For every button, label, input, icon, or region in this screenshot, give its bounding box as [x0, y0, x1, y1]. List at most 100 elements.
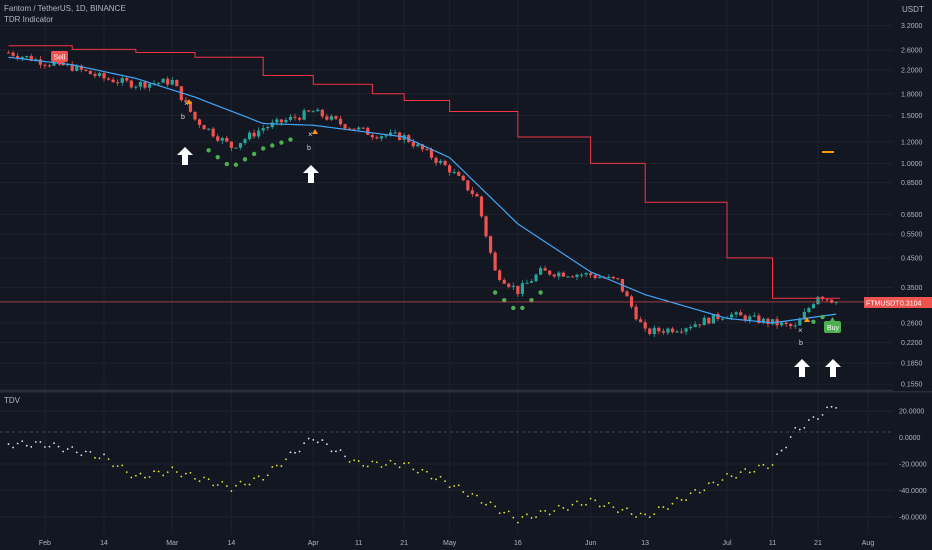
candle-body: [716, 314, 720, 320]
tdv-dot: [385, 464, 387, 466]
x-marker: ×: [798, 326, 803, 335]
signal-dot: [215, 154, 220, 160]
candle-body: [634, 306, 638, 320]
tdv-dot: [94, 456, 96, 459]
candle-body: [84, 69, 88, 71]
candle-body: [229, 141, 233, 148]
candle-body: [311, 111, 315, 113]
candle-body: [207, 128, 211, 130]
tdv-dot: [571, 503, 574, 506]
indicator-label[interactable]: TDR Indicator: [4, 15, 54, 24]
signal-dot: [233, 162, 239, 167]
candle-body: [429, 149, 434, 158]
candle-body: [702, 317, 706, 326]
tdv-dot: [66, 448, 69, 450]
moving-average-line: [8, 56, 837, 324]
price-tag-value: 0.3104: [900, 301, 922, 308]
tdv-dot: [516, 521, 519, 524]
tdv-dot: [767, 467, 769, 470]
candle-body: [197, 119, 202, 126]
symbol-title[interactable]: Fantom / TetherUS, 1D, BINANCE: [4, 4, 126, 13]
tdv-dot: [289, 451, 292, 454]
tdv-dot: [330, 450, 333, 453]
tdv-dot: [98, 457, 101, 460]
candle-body: [584, 273, 588, 275]
candle-body: [502, 279, 506, 284]
tdv-dot: [748, 471, 751, 474]
price-tag: [864, 297, 932, 308]
candle-body: [43, 64, 47, 66]
tdv-dot: [803, 426, 806, 429]
candle-body: [102, 73, 106, 79]
candle-body: [147, 83, 152, 88]
tdv-dot: [216, 484, 219, 486]
tdv-dot: [271, 466, 274, 468]
candle-body: [184, 100, 188, 102]
candle-body: [157, 82, 161, 84]
tdv-dot: [139, 472, 142, 475]
tdv-pane-label[interactable]: TDV: [4, 396, 20, 405]
candle-body: [452, 172, 456, 174]
y-axis-price[interactable]: [893, 0, 932, 391]
candle-body: [257, 130, 261, 137]
candle-body: [88, 70, 92, 75]
buy-badge[interactable]: [824, 321, 841, 333]
candle-body: [29, 56, 33, 61]
price-tick-label: 3.2000: [901, 23, 923, 30]
tdv-dot: [680, 499, 683, 501]
candle-body: [698, 324, 702, 326]
candle-body: [707, 317, 711, 324]
tdv-dot: [285, 458, 287, 461]
candle-body: [284, 119, 288, 123]
candle-body: [61, 60, 65, 66]
candle-body: [711, 314, 715, 324]
tdv-dot: [817, 418, 819, 420]
candle-body: [134, 86, 138, 88]
time-tick-label: 11: [769, 540, 776, 547]
signal-dot: [811, 319, 816, 325]
candle-body: [238, 143, 243, 148]
candle-body: [366, 127, 370, 135]
tdv-dot: [835, 406, 838, 409]
tdv-dot: [548, 513, 551, 516]
candle-body: [739, 312, 743, 316]
time-tick-label: Aug: [862, 540, 875, 547]
tdv-dot: [207, 478, 210, 481]
time-tick-label: 16: [514, 540, 522, 547]
time-axis-ticks: Feb 14 Mar 14 Apr 11 21 May 16 Jun 13 Jul 11 21 Aug: [39, 540, 874, 547]
tdv-dot: [53, 442, 55, 444]
time-tick-label: 21: [814, 540, 822, 547]
tdv-dot: [426, 470, 428, 473]
candle-body: [338, 118, 343, 125]
tdv-dot: [503, 511, 506, 514]
tdv-dot: [703, 489, 706, 492]
candle-body: [507, 283, 511, 287]
candle-body: [720, 318, 725, 320]
tdv-dot: [512, 516, 515, 519]
tdv-dot: [626, 507, 628, 510]
tdv-dot: [84, 450, 87, 453]
tdv-dot: [466, 495, 469, 498]
signal-dot: [251, 151, 257, 157]
candle-body: [661, 331, 665, 333]
tdv-dot: [594, 499, 597, 502]
tdv-dot: [171, 466, 174, 469]
orange-triangle-marker: [804, 317, 810, 322]
candle-body: [593, 275, 597, 278]
y-axis-tdv[interactable]: [893, 393, 932, 534]
sell-badge[interactable]: [51, 51, 68, 62]
tdv-dot: [712, 481, 715, 484]
tdv-dot: [175, 471, 178, 473]
candle-body: [534, 274, 538, 282]
candle-body: [361, 127, 365, 129]
price-tick-label: 0.1850: [901, 361, 923, 368]
tdv-dot: [235, 484, 237, 487]
candle-body: [170, 79, 174, 85]
x-axis[interactable]: [0, 534, 932, 550]
tdv-dot: [439, 475, 442, 478]
candle-body: [75, 65, 79, 71]
tdv-tick-label: 0.0000: [899, 435, 921, 442]
candle-body: [793, 325, 797, 327]
price-tick-label: 0.2200: [901, 340, 923, 347]
